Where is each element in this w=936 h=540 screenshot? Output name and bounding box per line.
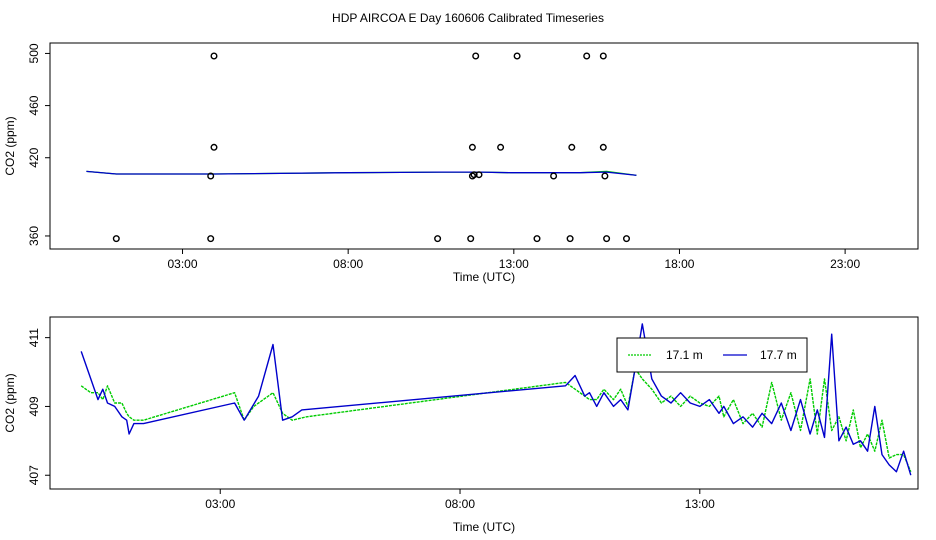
top-chart-panel: 03:00 08:00 13:00 18:00 23:00 360 420 460 500 T… <box>3 42 919 284</box>
data-point <box>207 235 215 243</box>
top-x-tick-label: 23:00 <box>830 257 860 271</box>
data-point <box>533 235 541 243</box>
top-x-tick-label: 13:00 <box>499 257 529 271</box>
legend: 17.1 m 17.7 m <box>616 337 808 373</box>
bottom-y-axis-label: CO2 (ppm) <box>3 373 17 432</box>
data-point <box>207 172 215 180</box>
legend-label-17-1m: 17.1 m <box>666 348 703 362</box>
bottom-x-tick-labels: 03:00 08:00 13:00 <box>205 489 715 511</box>
top-plot-frame <box>49 42 919 250</box>
bottom-y-tick-labels: 407 409 411 <box>27 328 50 485</box>
top-y-tick-label: 460 <box>27 95 41 115</box>
data-point <box>550 172 558 180</box>
top-x-tick-labels: 03:00 08:00 13:00 18:00 23:00 <box>168 249 860 271</box>
bottom-series-line-17-7-m <box>80 323 912 476</box>
data-point <box>467 235 475 243</box>
data-point <box>470 171 478 179</box>
data-point <box>599 52 607 60</box>
bottom-x-tick-label: 13:00 <box>685 497 715 511</box>
data-point <box>568 143 576 151</box>
data-point <box>472 52 480 60</box>
bottom-y-tick-label: 409 <box>27 396 41 416</box>
bottom-plot-frame <box>49 316 919 490</box>
top-x-tick-label: 03:00 <box>168 257 198 271</box>
page-title: HDP AIRCOA E Day 160606 Calibrated Times… <box>332 11 604 25</box>
data-point <box>468 143 476 151</box>
legend-label-17-7m: 17.7 m <box>760 348 797 362</box>
bottom-series-lines <box>80 323 912 476</box>
bottom-x-tick-label: 03:00 <box>205 497 235 511</box>
top-x-tick-label: 08:00 <box>333 257 363 271</box>
top-y-axis-label: CO2 (ppm) <box>3 116 17 175</box>
data-point <box>601 172 609 180</box>
bottom-y-tick-label: 407 <box>27 465 41 485</box>
top-points <box>112 52 631 243</box>
top-y-tick-labels: 360 420 460 500 <box>27 43 50 246</box>
data-point <box>210 143 218 151</box>
bottom-x-axis-label: Time (UTC) <box>453 520 515 534</box>
data-point <box>513 52 521 60</box>
data-point <box>210 52 218 60</box>
data-point <box>475 171 483 179</box>
bottom-y-tick-label: 411 <box>27 328 41 347</box>
bottom-x-tick-label: 08:00 <box>445 497 475 511</box>
top-y-tick-label: 420 <box>27 147 41 167</box>
top-y-tick-label: 500 <box>27 43 41 63</box>
data-point <box>583 52 591 60</box>
data-point <box>566 235 574 243</box>
data-point <box>603 235 611 243</box>
top-x-tick-label: 18:00 <box>664 257 694 271</box>
legend-box <box>616 337 808 373</box>
data-point <box>434 235 442 243</box>
data-point <box>497 143 505 151</box>
data-point <box>112 235 120 243</box>
top-x-axis-label: Time (UTC) <box>453 270 515 284</box>
data-point <box>623 235 631 243</box>
bottom-series-line-17-1-m <box>80 367 912 473</box>
top-y-tick-label: 360 <box>27 226 41 246</box>
data-point <box>599 143 607 151</box>
